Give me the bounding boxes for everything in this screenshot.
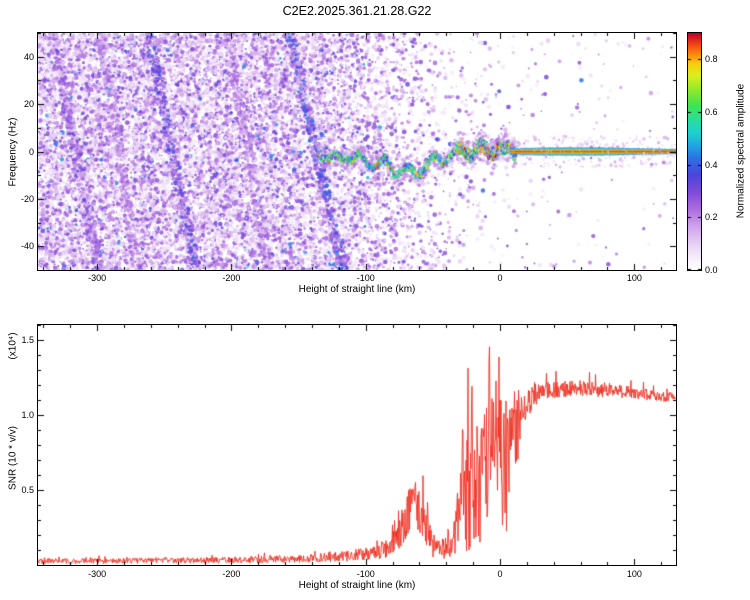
snr-y-tick-label: 0.5 bbox=[21, 485, 34, 495]
spectrogram-canvas bbox=[38, 33, 676, 270]
snr-x-tick-label: 0 bbox=[497, 569, 503, 579]
snr-y-tick-label: 1.0 bbox=[21, 410, 34, 420]
snr-x-tick-label: -300 bbox=[88, 569, 107, 579]
colorbar-tick-label: 0.8 bbox=[705, 54, 718, 65]
figure-title: C2E2.2025.361.21.28.G22 bbox=[282, 4, 432, 18]
spectrogram-x-tick-label: -200 bbox=[222, 273, 241, 283]
spectrogram-x-tick-label: -300 bbox=[88, 273, 107, 283]
spectrogram-panel bbox=[37, 32, 677, 271]
snr-panel bbox=[37, 324, 677, 566]
spectrogram-x-axis-label: Height of straight line (km) bbox=[298, 284, 416, 295]
colorbar-label: Normalized spectral amplitude bbox=[735, 83, 747, 219]
spectrogram-y-tick-label: 40 bbox=[23, 51, 34, 62]
spectrogram-y-tick-label: 20 bbox=[23, 99, 34, 110]
colorbar-tick-label: 0.6 bbox=[705, 107, 718, 117]
spectrogram-x-tick-label: -100 bbox=[356, 273, 375, 283]
colorbar-tick-label: 0.0 bbox=[705, 265, 718, 275]
snr-x-tick-label: -200 bbox=[222, 569, 241, 579]
colorbar-tick-label: 0.2 bbox=[705, 212, 718, 223]
spectrogram-x-tick-label: 0 bbox=[497, 273, 503, 283]
colorbar-panel bbox=[687, 32, 702, 271]
spectrogram-y-tick-label: -20 bbox=[20, 193, 34, 204]
spectrogram-y-tick-label: 0 bbox=[28, 146, 34, 157]
snr-y-axis-label: SNR (10 * v/v) bbox=[7, 426, 19, 490]
colorbar-tick-label: 0.4 bbox=[705, 159, 718, 170]
spectrogram-y-tick-label: -40 bbox=[20, 241, 34, 252]
snr-y-tick-label: 1.5 bbox=[21, 335, 34, 345]
snr-x-tick-label: 100 bbox=[626, 569, 642, 579]
snr-x-tick-label: -100 bbox=[356, 569, 375, 579]
snr-canvas bbox=[38, 325, 676, 565]
snr-x-axis-label: Height of straight line (km) bbox=[298, 580, 416, 591]
spectrogram-x-tick-label: 100 bbox=[626, 273, 642, 283]
colorbar-canvas bbox=[688, 33, 701, 270]
